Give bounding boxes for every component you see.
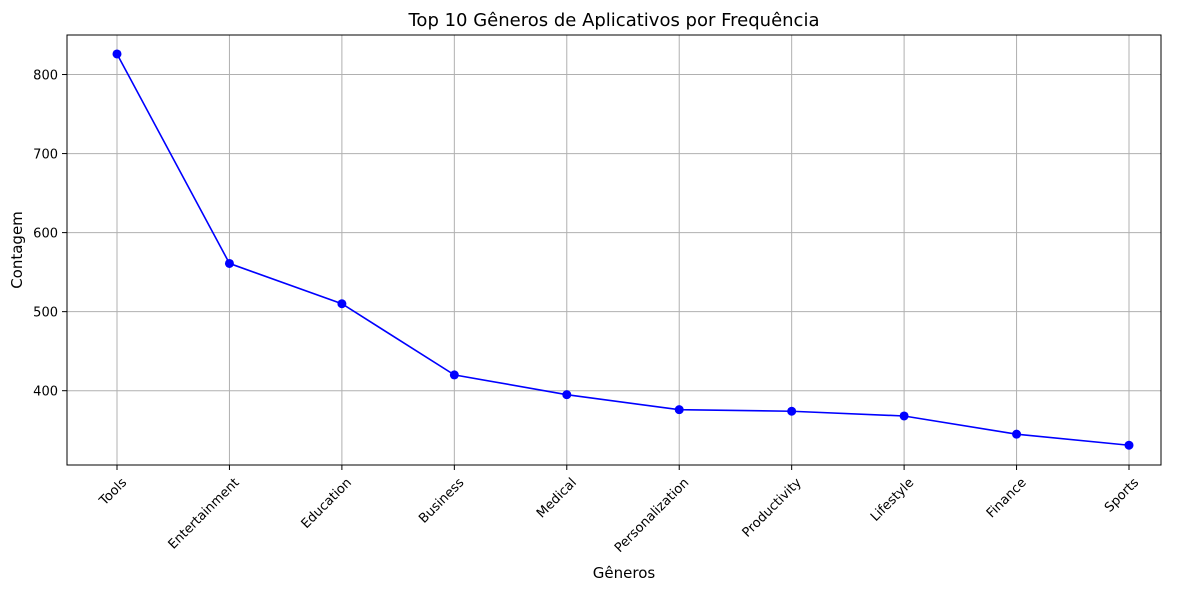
y-tick-label: 600 bbox=[33, 227, 58, 242]
y-tick-label: 700 bbox=[33, 148, 58, 163]
data-point bbox=[562, 390, 572, 400]
x-tick-label: Lifestyle bbox=[868, 475, 917, 524]
x-tick-label: Tools bbox=[96, 475, 130, 509]
x-axis-label: Gêneros bbox=[593, 564, 656, 582]
data-point bbox=[112, 49, 122, 59]
x-tick-label: Finance bbox=[984, 475, 1030, 521]
data-point bbox=[1124, 440, 1134, 450]
y-tick-label: 500 bbox=[33, 306, 58, 321]
x-tick-label: Entertainment bbox=[166, 475, 243, 552]
y-tick-label: 800 bbox=[33, 69, 58, 84]
x-tick-label: Education bbox=[299, 475, 355, 531]
series-layer bbox=[112, 49, 1134, 450]
grid-layer bbox=[67, 35, 1161, 465]
x-tick-label: Medical bbox=[534, 475, 580, 521]
y-axis-label: Contagem bbox=[8, 211, 26, 289]
plot-area-frame bbox=[66, 34, 1162, 466]
data-point bbox=[337, 299, 347, 309]
x-tick-label: Sports bbox=[1102, 475, 1142, 515]
chart-title: Top 10 Gêneros de Aplicativos por Frequê… bbox=[408, 10, 820, 31]
data-point bbox=[674, 405, 684, 415]
data-point bbox=[899, 411, 909, 421]
y-tick-label: 400 bbox=[33, 385, 58, 400]
x-tick-label: Personalization bbox=[612, 475, 692, 555]
data-point bbox=[1012, 429, 1022, 439]
data-point bbox=[224, 258, 234, 268]
x-tick-label: Business bbox=[416, 475, 467, 526]
x-tick-label: Productivity bbox=[740, 475, 805, 540]
series-line bbox=[116, 53, 1130, 447]
data-point bbox=[449, 370, 459, 380]
data-point bbox=[787, 406, 797, 416]
